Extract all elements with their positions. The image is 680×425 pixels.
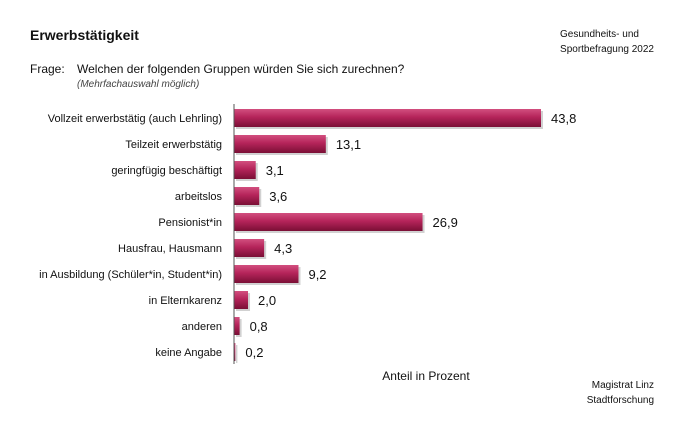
bar (234, 291, 249, 309)
value-label: 43,8 (551, 111, 576, 126)
source-top: Gesundheits- und Sportbefragung 2022 (560, 27, 654, 57)
chart-title: Erwerbstätigkeit (30, 27, 139, 43)
value-label: 3,1 (266, 163, 284, 178)
question-note: (Mehrfachauswahl möglich) (77, 79, 200, 90)
bar (234, 343, 236, 361)
bar (234, 109, 541, 127)
bar (234, 161, 256, 179)
category-label: keine Angabe (155, 347, 222, 359)
category-label: anderen (182, 321, 222, 333)
question-label: Frage: (30, 62, 65, 76)
source-bottom-line2: Stadtforschung (586, 395, 654, 406)
value-label: 9,2 (308, 267, 326, 282)
bar-shadow (236, 345, 238, 363)
category-label: in Elternkarenz (149, 295, 222, 307)
category-label: Teilzeit erwerbstätig (125, 139, 222, 151)
category-label: geringfügig beschäftigt (111, 165, 222, 177)
x-axis-title: Anteil in Prozent (382, 369, 470, 383)
category-label: Pensionist*in (158, 217, 222, 229)
category-label: in Ausbildung (Schüler*in, Student*in) (39, 269, 222, 281)
category-label: Hausfrau, Hausmann (118, 243, 222, 255)
bar (234, 213, 423, 231)
source-bottom: Magistrat Linz Stadtforschung (587, 378, 654, 408)
source-bottom-line1: Magistrat Linz (591, 380, 654, 391)
value-label: 0,8 (250, 319, 268, 334)
bar (234, 265, 299, 283)
value-label: 0,2 (245, 345, 263, 360)
value-label: 2,0 (258, 293, 276, 308)
bar (234, 317, 240, 335)
question-text: Welchen der folgenden Gruppen würden Sie… (77, 62, 405, 76)
category-label: arbeitslos (175, 191, 223, 203)
value-label: 26,9 (433, 215, 458, 230)
source-top-line2: Sportbefragung 2022 (560, 44, 654, 55)
question-row: Frage: Welchen der folgenden Gruppen würd… (30, 62, 404, 76)
value-label: 13,1 (336, 137, 361, 152)
category-label: Vollzeit erwerbstätig (auch Lehrling) (48, 113, 222, 125)
bar (234, 135, 326, 153)
value-label: 3,6 (269, 189, 287, 204)
source-top-line1: Gesundheits- und (560, 29, 639, 40)
bar (234, 239, 265, 257)
value-label: 4,3 (274, 241, 292, 256)
bar (234, 187, 260, 205)
